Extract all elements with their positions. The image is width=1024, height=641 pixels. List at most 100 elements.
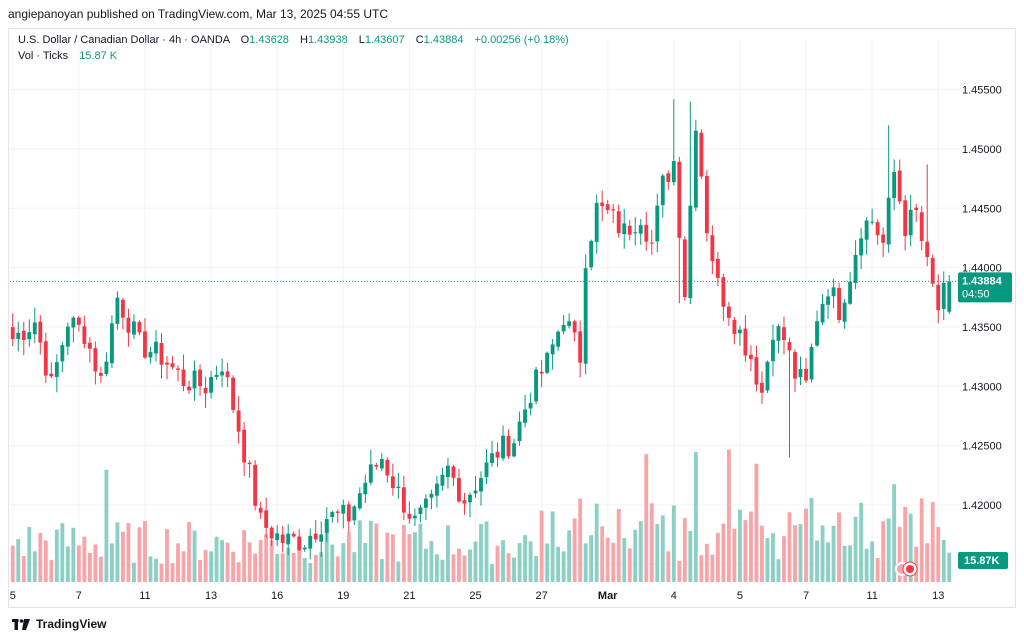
candle-body[interactable] — [545, 352, 550, 373]
candle-body[interactable] — [666, 173, 671, 182]
candle-body[interactable] — [198, 369, 202, 387]
candle-body[interactable] — [429, 493, 434, 498]
candle-body[interactable] — [512, 443, 516, 457]
candle-body[interactable] — [247, 462, 252, 465]
candle-body[interactable] — [655, 205, 660, 242]
candle-body[interactable] — [479, 478, 483, 492]
candle-body[interactable] — [776, 326, 781, 341]
candle-body[interactable] — [242, 429, 247, 463]
candle-body[interactable] — [385, 459, 390, 476]
candle-body[interactable] — [154, 341, 158, 354]
candle-body[interactable] — [176, 368, 180, 370]
candle-body[interactable] — [743, 328, 748, 356]
candle-body[interactable] — [760, 382, 764, 393]
candle-body[interactable] — [363, 482, 368, 495]
candle-body[interactable] — [561, 324, 566, 332]
candle-body[interactable] — [837, 288, 841, 321]
candle-body[interactable] — [132, 321, 136, 335]
candle-body[interactable] — [341, 504, 346, 514]
candle-body[interactable] — [715, 258, 720, 278]
candle-body[interactable] — [313, 533, 318, 540]
candle-body[interactable] — [10, 327, 15, 340]
candle-body[interactable] — [346, 504, 351, 522]
candle-body[interactable] — [264, 510, 269, 528]
candle-body[interactable] — [550, 344, 555, 355]
candle-body[interactable] — [368, 464, 373, 483]
candle-body[interactable] — [412, 515, 417, 519]
candle-body[interactable] — [253, 464, 258, 506]
candle-body[interactable] — [225, 371, 230, 378]
candle-body[interactable] — [87, 342, 92, 349]
candle-body[interactable] — [446, 465, 450, 478]
candle-body[interactable] — [32, 322, 37, 335]
candle-body[interactable] — [633, 232, 638, 234]
candle-body[interactable] — [54, 362, 59, 377]
candle-body[interactable] — [556, 331, 561, 347]
candle-body[interactable] — [754, 357, 759, 385]
candle-body[interactable] — [187, 386, 191, 391]
candle-body[interactable] — [726, 306, 731, 318]
candle-body[interactable] — [859, 238, 864, 256]
candle-body[interactable] — [936, 284, 941, 311]
candle-body[interactable] — [787, 341, 792, 351]
symbol-title[interactable]: U.S. Dollar / Canadian Dollar · 4h · OAN… — [18, 34, 230, 46]
candle-body[interactable] — [947, 281, 952, 312]
candle-body[interactable] — [71, 317, 76, 328]
candle-body[interactable] — [897, 170, 902, 202]
candle-body[interactable] — [109, 323, 114, 364]
candle-body[interactable] — [76, 317, 81, 325]
candle-body[interactable] — [203, 387, 208, 394]
candle-body[interactable] — [401, 487, 406, 513]
candle-body[interactable] — [804, 368, 808, 381]
candle-body[interactable] — [793, 352, 797, 379]
candle-body[interactable] — [627, 225, 632, 235]
candle-body[interactable] — [209, 377, 213, 393]
candle-body[interactable] — [501, 435, 505, 459]
candle-body[interactable] — [820, 303, 825, 323]
candle-body[interactable] — [220, 371, 225, 376]
candle-body[interactable] — [616, 211, 621, 234]
candle-body[interactable] — [682, 239, 687, 298]
candle-body[interactable] — [418, 507, 423, 514]
candle-body[interactable] — [396, 486, 401, 488]
candle-body[interactable] — [451, 466, 456, 478]
candle-body[interactable] — [771, 339, 775, 362]
candle-body[interactable] — [192, 370, 197, 389]
candle-body[interactable] — [914, 207, 919, 210]
candle-body[interactable] — [291, 533, 296, 537]
candle-body[interactable] — [319, 534, 324, 542]
chart-frame[interactable] — [8, 28, 1016, 608]
candle-body[interactable] — [148, 352, 153, 358]
candle-body[interactable] — [137, 321, 142, 333]
candle-body[interactable] — [330, 512, 335, 518]
candle-body[interactable] — [826, 296, 830, 305]
candle-body[interactable] — [870, 221, 875, 223]
candle-body[interactable] — [27, 332, 32, 340]
candle-body[interactable] — [49, 373, 54, 377]
candle-body[interactable] — [523, 409, 527, 423]
candle-body[interactable] — [231, 377, 236, 410]
candle-body[interactable] — [352, 506, 357, 521]
candle-body[interactable] — [622, 223, 627, 235]
candle-body[interactable] — [853, 254, 858, 284]
candle-body[interactable] — [583, 268, 588, 364]
candle-body[interactable] — [21, 330, 26, 340]
candle-body[interactable] — [506, 435, 511, 457]
candle-body[interactable] — [374, 465, 379, 467]
candle-body[interactable] — [407, 513, 412, 519]
candle-body[interactable] — [671, 160, 676, 183]
candle-body[interactable] — [324, 519, 329, 533]
candle-body[interactable] — [65, 326, 70, 347]
candle-body[interactable] — [660, 175, 665, 206]
candle-body[interactable] — [43, 341, 48, 376]
candle-body[interactable] — [93, 348, 98, 372]
candle-body[interactable] — [809, 347, 814, 380]
candle-body[interactable] — [589, 241, 594, 268]
candle-body[interactable] — [688, 205, 693, 299]
candle-body[interactable] — [600, 202, 605, 207]
candle-body[interactable] — [864, 220, 869, 240]
candle-body[interactable] — [170, 363, 175, 368]
candle-body[interactable] — [379, 459, 384, 469]
candle-body[interactable] — [423, 498, 428, 508]
